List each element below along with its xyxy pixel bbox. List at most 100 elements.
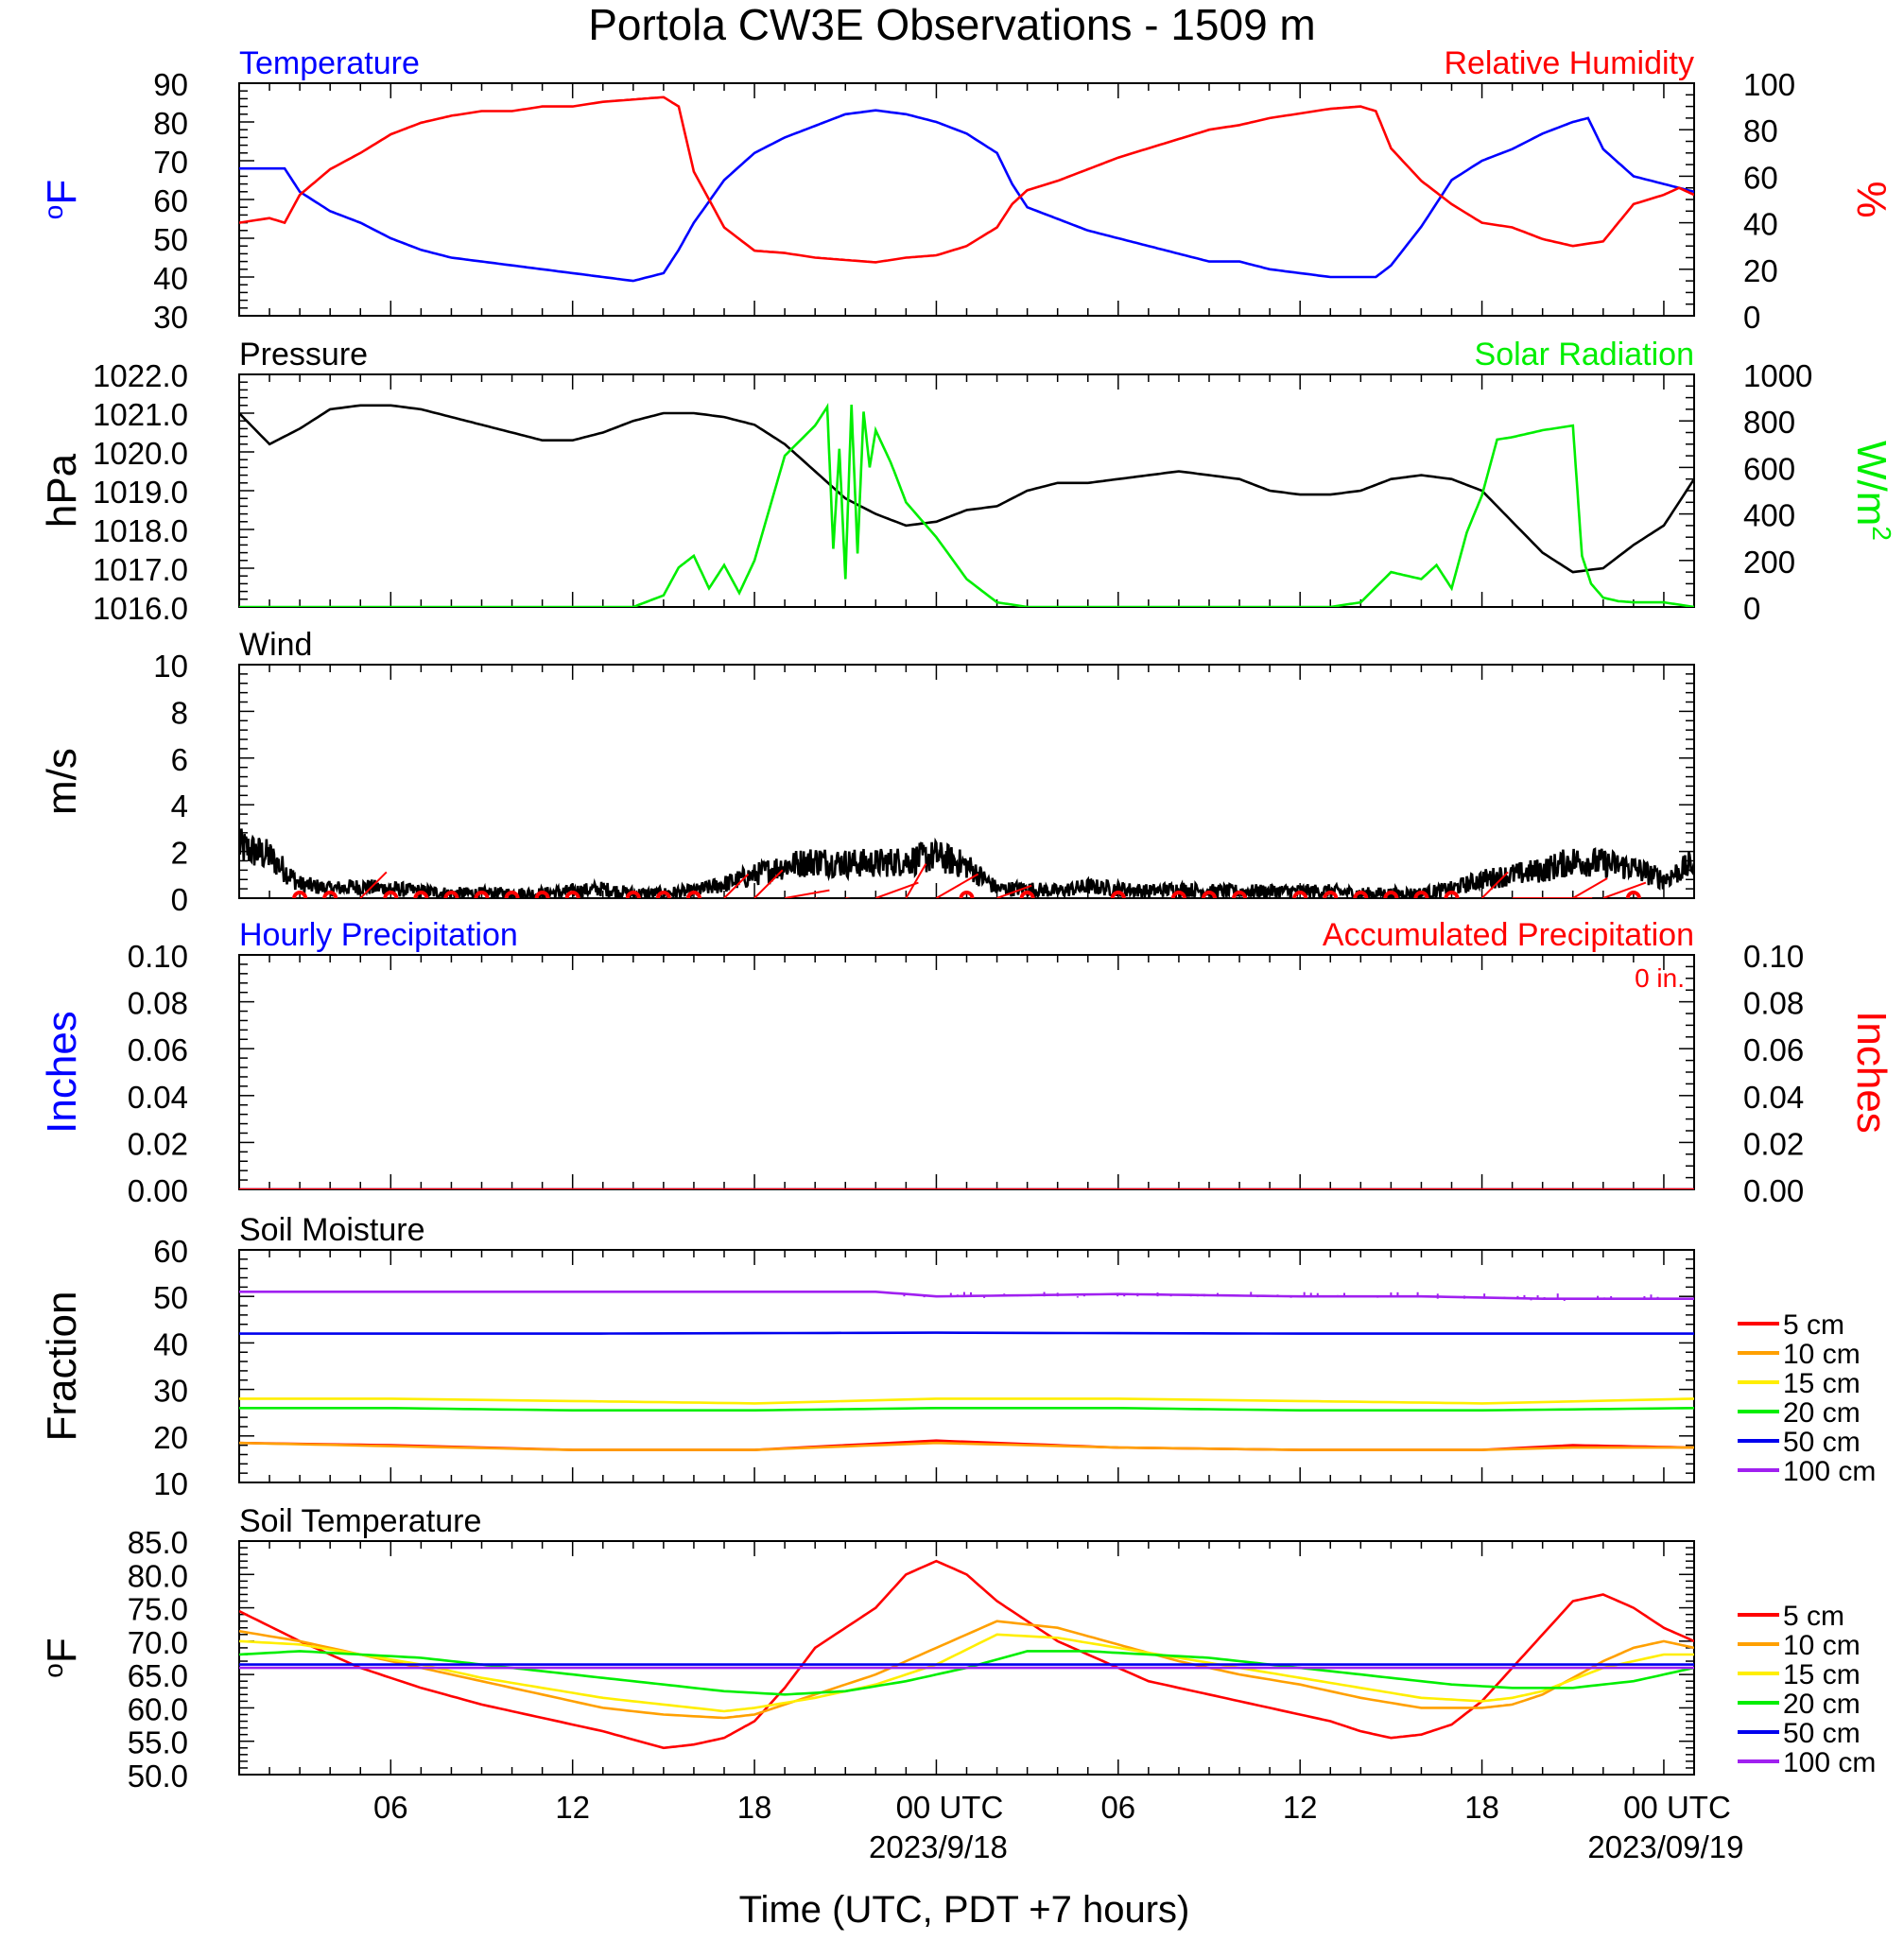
- series-10-cm: [239, 1441, 1694, 1451]
- panel-frame: [238, 954, 1695, 1190]
- y-tick-label-left: 70: [153, 145, 188, 180]
- panel-title-left: Soil Temperature: [239, 1503, 481, 1539]
- y-tick-label-right: 800: [1743, 405, 1795, 440]
- y-axis-label-right: W/m2: [1848, 441, 1896, 541]
- calm-circle: [959, 891, 975, 898]
- y-axis-label-left: Inches: [39, 1011, 85, 1134]
- legend-label: 10 cm: [1783, 1339, 1861, 1370]
- y-tick-label-left: 2: [171, 836, 188, 871]
- y-tick-label-left: 60: [153, 183, 188, 218]
- y-tick-label-left: 1018.0: [93, 513, 188, 548]
- y-axis-label-left: hPa: [39, 453, 85, 528]
- calm-circle: [1202, 891, 1217, 898]
- calm-circle: [383, 891, 399, 898]
- x-tick-label: 06: [1100, 1790, 1135, 1825]
- panel-frame: [238, 82, 1695, 317]
- y-tick-label-right: 20: [1743, 253, 1778, 288]
- wind-barb: [753, 869, 784, 898]
- legend-label: 15 cm: [1783, 1368, 1861, 1399]
- x-tick-label: 12: [1283, 1790, 1318, 1825]
- y-tick-label-left: 10: [153, 649, 188, 684]
- calm-circle: [1019, 891, 1035, 898]
- series-temperature: [239, 109, 1694, 283]
- y-axis-label-right: Inches: [1848, 1011, 1895, 1134]
- y-tick-label-left: 6: [171, 742, 188, 777]
- series-20-cm: [239, 1407, 1694, 1412]
- legend-label: 20 cm: [1783, 1397, 1861, 1429]
- calm-circle: [685, 891, 701, 898]
- y-tick-label-right: 1000: [1743, 358, 1812, 393]
- y-tick-label-right: 0: [1743, 300, 1760, 335]
- y-tick-label-left: 40: [153, 1326, 188, 1361]
- wind-barbs: [292, 863, 1647, 898]
- y-tick-label-left: 0.08: [128, 986, 188, 1021]
- y-tick-label-left: 90: [153, 67, 188, 102]
- panel-title-left: Wind: [239, 627, 312, 663]
- calm-circle: [564, 891, 580, 898]
- calm-circle: [504, 891, 520, 898]
- y-axis-label-left: Fraction: [39, 1291, 85, 1442]
- x-axis-label: Time (UTC, PDT +7 hours): [739, 1889, 1190, 1931]
- calm-circle: [1353, 891, 1369, 898]
- degree-o: o: [39, 205, 68, 220]
- y-tick-label-right: 600: [1743, 451, 1795, 486]
- panel-title-right: Accumulated Precipitation: [1323, 917, 1694, 953]
- calm-circle: [625, 891, 641, 898]
- calm-circle: [1323, 891, 1339, 898]
- wind-barb: [935, 873, 979, 898]
- panel-title-left: Pressure: [239, 337, 368, 373]
- calm-circle: [322, 891, 338, 898]
- calm-circle: [1110, 891, 1126, 898]
- y-tick-label-left: 60: [153, 1234, 188, 1269]
- unit-wm: W/m: [1848, 441, 1895, 526]
- series-10-cm: [239, 1620, 1694, 1720]
- y-tick-label-left: 0.04: [128, 1080, 188, 1115]
- legend-label: 5 cm: [1783, 1601, 1844, 1632]
- y-tick-label-left: 60.0: [128, 1691, 188, 1726]
- wind-barb: [815, 897, 819, 898]
- x-tick-label: 00 UTC: [1623, 1790, 1731, 1825]
- calm-circle: [1232, 891, 1248, 898]
- x-tick-label: 06: [373, 1790, 408, 1825]
- panel-title-left: Soil Moisture: [239, 1212, 425, 1248]
- y-tick-label-left: 0.02: [128, 1126, 188, 1161]
- x-date-label: 2023/9/18: [869, 1829, 1008, 1864]
- y-tick-label-right: 0.08: [1743, 986, 1804, 1021]
- wind-barb: [359, 871, 388, 898]
- y-tick-label-left: 85.0: [128, 1525, 188, 1560]
- y-tick-label-right: 80: [1743, 113, 1778, 148]
- y-tick-label-left: 50: [153, 1280, 188, 1315]
- y-tick-label-left: 0.10: [128, 939, 188, 974]
- x-tick-label: 18: [1464, 1790, 1499, 1825]
- y-tick-label-left: 0.00: [128, 1173, 188, 1208]
- y-tick-label-left: 1017.0: [93, 552, 188, 587]
- y-tick-label-left: 55.0: [128, 1725, 188, 1760]
- panel-wind: 0 2 4 6 8 10 Wind m/s: [39, 627, 1695, 917]
- legend-label: 50 cm: [1783, 1718, 1861, 1749]
- x-date-label: 2023/09/19: [1587, 1829, 1743, 1864]
- y-tick-label-left: 40: [153, 261, 188, 296]
- y-tick-label-left: 30: [153, 300, 188, 335]
- wind-barb: [845, 897, 852, 898]
- legend-label: 100 cm: [1783, 1747, 1876, 1778]
- y-tick-label-left: 75.0: [128, 1592, 188, 1627]
- y-tick-label-right: 100: [1743, 67, 1795, 102]
- wind-barb: [1480, 871, 1509, 898]
- wind-barb: [874, 881, 919, 898]
- y-tick-label-left: 1020.0: [93, 436, 188, 471]
- y-tick-label-left: 70.0: [128, 1625, 188, 1660]
- legend-label: 50 cm: [1783, 1427, 1861, 1458]
- wind-barb: [723, 873, 750, 898]
- calm-circle: [292, 891, 308, 898]
- legend-label: 5 cm: [1783, 1309, 1844, 1341]
- precip-annotation: 0 in.: [1635, 963, 1685, 993]
- legend-label: 100 cm: [1783, 1456, 1876, 1487]
- series-relative-humidity: [239, 95, 1694, 264]
- y-tick-label-right: 400: [1743, 498, 1795, 533]
- calm-circle: [655, 891, 671, 898]
- legend-label: 15 cm: [1783, 1659, 1861, 1690]
- calm-circle: [1413, 891, 1429, 898]
